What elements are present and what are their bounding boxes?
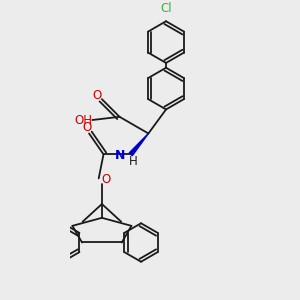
Polygon shape	[129, 134, 148, 156]
Text: O: O	[92, 89, 102, 103]
Text: O: O	[83, 121, 92, 134]
Text: Cl: Cl	[160, 2, 172, 16]
Text: O: O	[101, 173, 110, 187]
Text: H: H	[129, 155, 138, 168]
Text: N: N	[115, 149, 125, 162]
Text: OH: OH	[74, 113, 92, 127]
